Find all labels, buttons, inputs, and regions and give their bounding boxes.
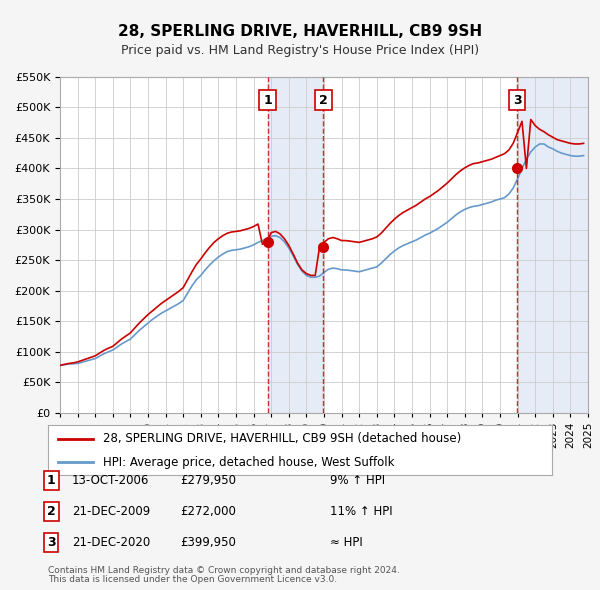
Text: 1: 1	[47, 474, 55, 487]
Text: Contains HM Land Registry data © Crown copyright and database right 2024.: Contains HM Land Registry data © Crown c…	[48, 566, 400, 575]
Text: 2: 2	[319, 94, 328, 107]
Text: £272,000: £272,000	[180, 505, 236, 518]
Text: 21-DEC-2020: 21-DEC-2020	[72, 536, 150, 549]
Text: 1: 1	[263, 94, 272, 107]
Text: ≈ HPI: ≈ HPI	[330, 536, 363, 549]
Text: 2: 2	[47, 505, 55, 518]
Text: 3: 3	[513, 94, 521, 107]
Text: 11% ↑ HPI: 11% ↑ HPI	[330, 505, 392, 518]
Text: 28, SPERLING DRIVE, HAVERHILL, CB9 9SH: 28, SPERLING DRIVE, HAVERHILL, CB9 9SH	[118, 24, 482, 38]
Text: £399,950: £399,950	[180, 536, 236, 549]
Bar	[517, 77, 588, 413]
Text: 21-DEC-2009: 21-DEC-2009	[72, 505, 150, 518]
Bar	[268, 77, 323, 413]
Text: HPI: Average price, detached house, West Suffolk: HPI: Average price, detached house, West…	[103, 456, 395, 469]
Text: 3: 3	[47, 536, 55, 549]
Text: 13-OCT-2006: 13-OCT-2006	[72, 474, 149, 487]
Text: 28, SPERLING DRIVE, HAVERHILL, CB9 9SH (detached house): 28, SPERLING DRIVE, HAVERHILL, CB9 9SH (…	[103, 432, 461, 445]
Text: 9% ↑ HPI: 9% ↑ HPI	[330, 474, 385, 487]
Text: Price paid vs. HM Land Registry's House Price Index (HPI): Price paid vs. HM Land Registry's House …	[121, 44, 479, 57]
Text: £279,950: £279,950	[180, 474, 236, 487]
Text: This data is licensed under the Open Government Licence v3.0.: This data is licensed under the Open Gov…	[48, 575, 337, 584]
